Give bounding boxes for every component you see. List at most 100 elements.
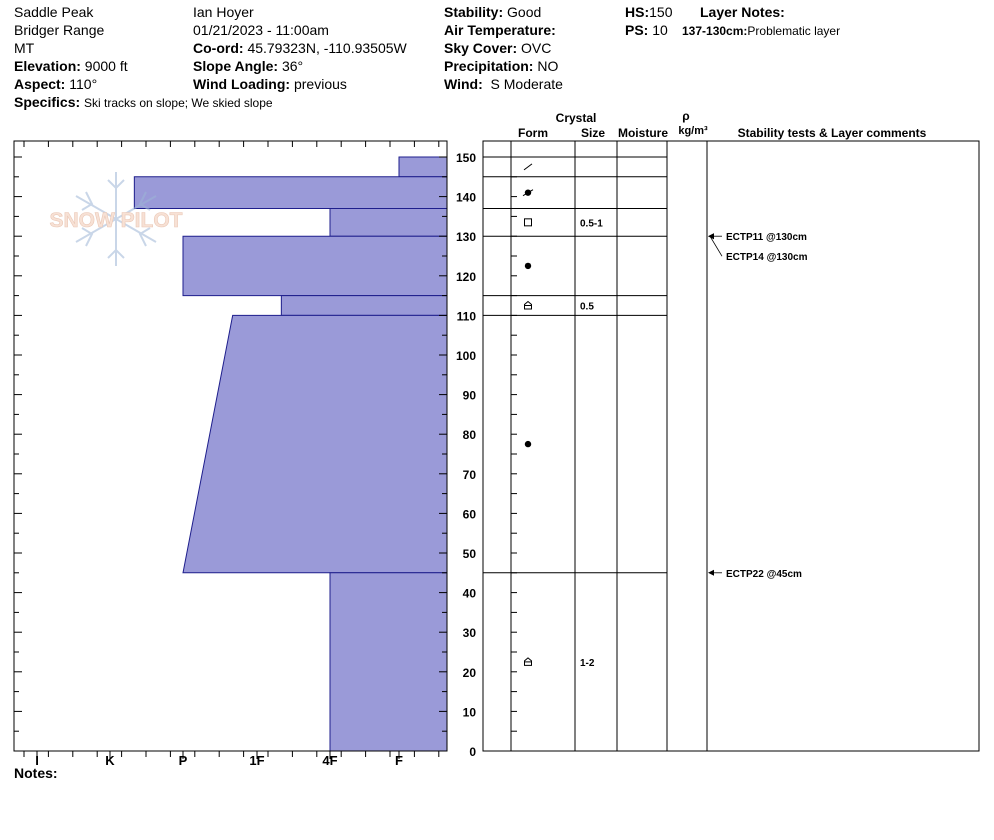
coord-value: 45.79323N, -110.93505W [247, 40, 407, 56]
layer-notes: Layer Notes: [700, 3, 785, 21]
snowpack-info: HS:150 PS: 10 [625, 3, 672, 39]
test-arrow-icon [708, 569, 714, 576]
observation-info: Ian Hoyer 01/21/2023 - 11:00am Co-ord: 4… [193, 3, 407, 93]
depth-tick-label: 30 [463, 626, 477, 640]
slope-row: Slope Angle: 36° [193, 58, 304, 74]
conditions-info: Stability: Good Air Temperature: Sky Cov… [444, 3, 563, 93]
density-unit: kg/m³ [678, 125, 708, 137]
layer-table: 0 10 20 30 40 50 60 70 80 90 100 110 120 130 140 150 [456, 140, 980, 759]
depth-tick-label: 80 [463, 428, 477, 442]
hardness-tick-label: 4F [322, 753, 337, 768]
snowflake-icon [75, 172, 157, 266]
aspect-value: 110° [69, 76, 98, 92]
rounded-grains-icon [524, 440, 532, 448]
stability-row: Stability: Good [444, 4, 542, 20]
dot [524, 440, 532, 448]
mountain-range: Bridger Range [14, 22, 105, 38]
depth-tick-label: 130 [456, 230, 476, 244]
size-header: Size [581, 126, 605, 140]
elevation-value: 9000 ft [84, 58, 128, 74]
hardness-tick-label: 1F [249, 753, 264, 768]
precipitation-particles-icon [523, 163, 533, 171]
wind-loading-row: Wind Loading: previous [193, 76, 347, 92]
depth-tick-label: 100 [456, 349, 476, 363]
depth-tick-label: 40 [463, 587, 477, 601]
specifics-value: Ski tracks on slope; We skied slope [84, 96, 273, 110]
elevation-row: Elevation: 9000 ft [14, 58, 128, 74]
sky-value: OVC [521, 40, 552, 56]
depth-tick-label: 60 [463, 507, 477, 521]
coord-row: Co-ord: 45.79323N, -110.93505W [193, 40, 407, 56]
depth-hoar-icon [524, 300, 532, 310]
depth-tick-label: 10 [463, 705, 477, 719]
hs-row: HS:150 [625, 4, 673, 20]
stability-test-label: ECTP22 @45cm [726, 569, 802, 580]
state: MT [14, 40, 35, 56]
observer-name: Ian Hoyer [193, 4, 254, 20]
stability-tests: ECTP11 @130cm ECTP14 @130cm ECTP22 @45cm [708, 232, 808, 580]
form-header: Form [518, 126, 548, 140]
ps-row: PS: 10 [625, 22, 668, 38]
hardness-bar [398, 156, 448, 178]
dot [524, 262, 532, 270]
moisture-header: Moisture [618, 126, 668, 140]
wind-row: Wind: S Moderate [444, 76, 563, 92]
hardness-frame: I K P 1F 4F F [13, 140, 448, 768]
stability-value: Good [507, 4, 542, 20]
snowpilot-logo: SNOW PILOT [49, 172, 183, 266]
aspect-row: Aspect: 110° [14, 76, 98, 92]
hardness-tick-label: K [105, 753, 115, 768]
hardness-tick-label: P [179, 753, 188, 768]
specifics-row: Specifics: Ski tracks on slope; We skied… [14, 94, 273, 110]
square [524, 218, 532, 227]
depth-tick-label: 120 [456, 270, 476, 284]
wind-loading-value: previous [293, 76, 347, 92]
depth-hoar-icon [524, 657, 532, 666]
hardness-tick-label: I [35, 753, 39, 768]
rounded-grains-faceted-icon [522, 189, 534, 197]
ps-value: 10 [652, 22, 668, 38]
layer-note-text: Problematic layer [747, 24, 841, 38]
notes-label: Notes: [14, 765, 58, 781]
test-leader-line [709, 235, 723, 257]
sky-row: Sky Cover: OVC [444, 40, 552, 56]
depth-tick-label: 0 [469, 745, 476, 759]
layer-note-range: 137-130cm: [682, 24, 748, 38]
precip-row: Precipitation: NO [444, 58, 559, 74]
slope-value: 36° [281, 58, 304, 74]
layer-marks: 0.5-1 0.5 1-2 [522, 163, 603, 669]
faceted-crystals-icon [524, 218, 532, 227]
hardness-bar [329, 572, 448, 752]
wind-value: S Moderate [490, 76, 563, 92]
test-arrow-icon [708, 233, 714, 240]
layer-notes-label: Layer Notes: [700, 4, 785, 20]
depth-tick-label: 150 [456, 151, 476, 165]
grain-size: 0.5 [580, 302, 594, 313]
stability-test-label: ECTP14 @130cm [726, 252, 808, 263]
hardness-bar [182, 235, 448, 297]
depth-tick-label: 140 [456, 191, 476, 205]
hardness-frame-border [13, 140, 448, 752]
depth-tick-label: 70 [463, 468, 477, 482]
depth-tick-label: 50 [463, 547, 477, 561]
crystal-header: Crystal [556, 111, 597, 125]
slash-stroke [522, 189, 534, 197]
stability-test-label: ECTP11 @130cm [726, 232, 807, 243]
hardness-tick-label: F [395, 753, 403, 768]
observation-datetime: 01/21/2023 - 11:00am [193, 22, 329, 38]
depth-tick-label: 90 [463, 389, 477, 403]
hardness-bar [329, 207, 448, 237]
grain-size: 1-2 [580, 658, 595, 669]
site-info: Saddle Peak Bridger Range MT Elevation: … [14, 3, 273, 112]
logo-text: SNOW PILOT [50, 209, 183, 232]
hardness-bar [182, 314, 448, 574]
hardness-profile [133, 156, 448, 752]
density-symbol: ρ [682, 109, 689, 123]
grain-size: 0.5-1 [580, 218, 603, 229]
location-name: Saddle Peak [14, 4, 94, 20]
slash-stroke [523, 163, 533, 171]
layer-note-entry: 137-130cm:Problematic layer [682, 22, 840, 40]
stability-tests-header: Stability tests & Layer comments [738, 126, 927, 140]
hs-value: 150 [649, 4, 673, 20]
